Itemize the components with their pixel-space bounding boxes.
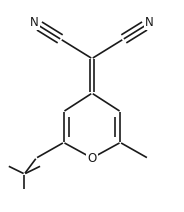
Text: O: O [87,152,97,165]
Text: N: N [30,16,39,29]
Text: N: N [145,16,154,29]
